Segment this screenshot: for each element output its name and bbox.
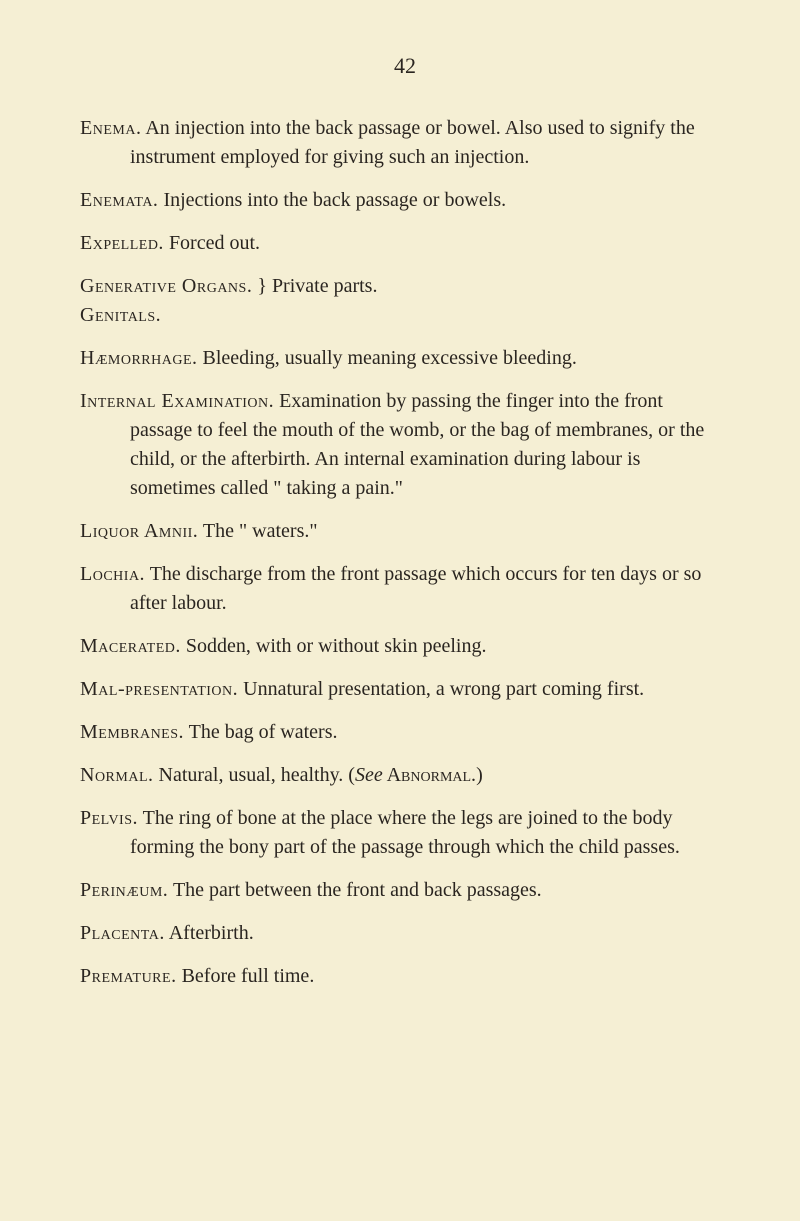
- term: Lochia.: [80, 563, 145, 585]
- see-reference: Abnormal.: [383, 764, 476, 786]
- definition: Unnatural presentation, a wrong part com…: [243, 678, 644, 700]
- definition: The " waters.": [203, 520, 318, 542]
- definition: Sodden, with or without skin peeling.: [186, 635, 487, 657]
- glossary-entry: Liquor Amnii. The " waters.": [80, 517, 730, 546]
- term: Perinæum.: [80, 879, 168, 901]
- definition: An injection into the back passage or bo…: [130, 117, 695, 168]
- term: Enema.: [80, 117, 141, 139]
- glossary-entry: Enemata. Injections into the back passag…: [80, 186, 730, 215]
- glossary-entry: Macerated. Sodden, with or without skin …: [80, 632, 730, 661]
- term: Hæmorrhage.: [80, 347, 198, 369]
- term: Pelvis.: [80, 807, 138, 829]
- term: Generative Organs.: [80, 275, 252, 297]
- term: Mal-presentation.: [80, 678, 238, 700]
- term: Genitals.: [80, 304, 161, 326]
- glossary-entry: Internal Examination. Examination by pas…: [80, 387, 730, 503]
- glossary-entry: Mal-presentation. Unnatural presentation…: [80, 675, 730, 704]
- term: Liquor Amnii.: [80, 520, 198, 542]
- glossary-entry: Premature. Before full time.: [80, 962, 730, 991]
- glossary-entry: Perinæum. The part between the front and…: [80, 876, 730, 905]
- definition: Forced out.: [169, 232, 260, 254]
- definition: The part between the front and back pass…: [173, 879, 542, 901]
- see-label: See: [355, 764, 383, 786]
- glossary-entry: Normal. Natural, usual, healthy. (See Ab…: [80, 761, 730, 790]
- term: Macerated.: [80, 635, 181, 657]
- glossary-entry: Expelled. Forced out.: [80, 229, 730, 258]
- definition: The ring of bone at the place where the …: [130, 807, 680, 858]
- glossary-entry: Enema. An injection into the back passag…: [80, 114, 730, 172]
- term: Membranes.: [80, 721, 184, 743]
- term: Placenta.: [80, 922, 165, 944]
- definition: The discharge from the front passage whi…: [130, 563, 701, 614]
- glossary-entry-group: Generative Organs. } Private parts. Geni…: [80, 272, 730, 330]
- definition: Private parts.: [272, 275, 378, 297]
- definition: The bag of waters.: [189, 721, 338, 743]
- term: Normal.: [80, 764, 154, 786]
- page-number: 42: [80, 50, 730, 82]
- definition: Injections into the back passage or bowe…: [163, 189, 506, 211]
- glossary-entry: Placenta. Afterbirth.: [80, 919, 730, 948]
- definition-after: ): [476, 764, 483, 786]
- definition: Before full time.: [182, 965, 315, 987]
- term: Expelled.: [80, 232, 164, 254]
- glossary-entry: Lochia. The discharge from the front pas…: [80, 560, 730, 618]
- glossary-entry: Membranes. The bag of waters.: [80, 718, 730, 747]
- definition: Bleeding, usually meaning excessive blee…: [203, 347, 577, 369]
- definition: Natural, usual, healthy. (: [159, 764, 355, 786]
- glossary-entry: Hæmorrhage. Bleeding, usually meaning ex…: [80, 344, 730, 373]
- glossary-entry: Pelvis. The ring of bone at the place wh…: [80, 804, 730, 862]
- definition: Afterbirth.: [169, 922, 254, 944]
- term: Enemata.: [80, 189, 158, 211]
- term: Premature.: [80, 965, 177, 987]
- term: Internal Examination.: [80, 390, 274, 412]
